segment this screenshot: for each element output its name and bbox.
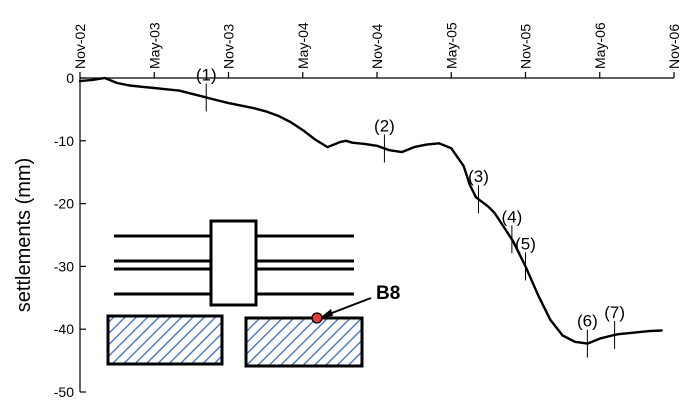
y-ticks: 0 -10 -20 -30 -40 -50	[54, 70, 86, 400]
column-block	[209, 219, 258, 307]
x-tick-label: May-04	[295, 22, 311, 69]
annotation-label: (1)	[196, 65, 217, 84]
annotation-label: (7)	[604, 303, 625, 322]
pointer-arrowhead	[321, 309, 333, 317]
x-tick-label: Nov-03	[221, 24, 237, 69]
axes: Nov-02 May-03 Nov-03 May-04 Nov-04 May-05 Nov-…	[54, 22, 682, 400]
x-tick-label: May-05	[443, 22, 459, 69]
measurement-point-b8	[311, 312, 323, 324]
x-tick-label: Nov-04	[369, 24, 385, 69]
annotation-label: (4)	[501, 207, 522, 226]
y-axis-label: settlements (mm)	[13, 158, 35, 312]
annotations-group: (1) (2) (3) (4) (5) (6) (7)	[196, 65, 625, 358]
x-ticks: Nov-02 May-03 Nov-03 May-04 Nov-04 May-05 Nov-…	[72, 22, 682, 78]
y-tick-label: -30	[54, 258, 74, 274]
x-tick-label: May-03	[146, 22, 162, 69]
building-diagram: B8	[106, 219, 400, 368]
foundation-right	[244, 316, 364, 368]
series-group	[78, 76, 663, 345]
y-tick-label: 0	[66, 70, 74, 86]
point-label: B8	[376, 283, 400, 304]
annotation-label: (3)	[468, 167, 489, 186]
annotation-label: (6)	[577, 312, 598, 331]
foundation-left	[106, 314, 224, 366]
series-line	[78, 76, 663, 345]
annotation-label: (2)	[374, 116, 395, 135]
y-tick-label: -40	[54, 321, 74, 337]
y-tick-label: -50	[54, 384, 74, 400]
annotation-label: (5)	[515, 234, 536, 253]
y-tick-label: -10	[54, 133, 74, 149]
y-tick-label: -20	[54, 196, 74, 212]
x-tick-label: Nov-05	[518, 24, 534, 69]
x-tick-label: May-06	[592, 22, 608, 69]
x-tick-label: Nov-06	[666, 24, 682, 69]
x-tick-label: Nov-02	[72, 24, 88, 69]
